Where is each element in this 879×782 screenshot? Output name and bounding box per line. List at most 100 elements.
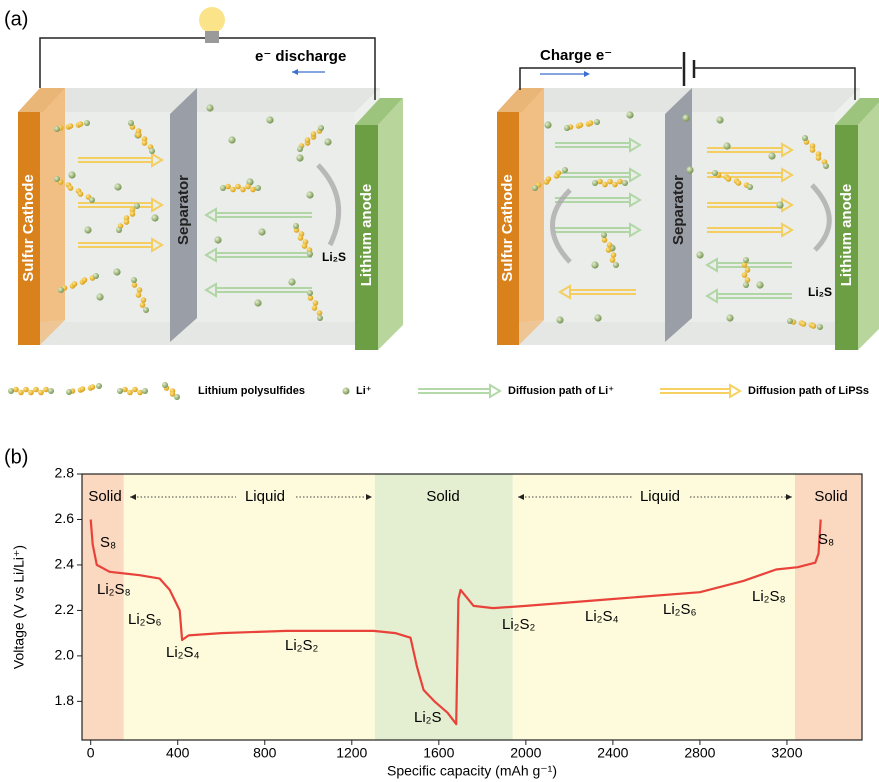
li-end — [318, 125, 324, 131]
species-label: Li₂S₈ — [752, 588, 786, 605]
wire — [520, 68, 682, 90]
charge-label: Charge e⁻ — [540, 47, 612, 64]
li-end — [743, 257, 749, 263]
sulfur-atom — [68, 123, 74, 129]
sulfur-atom — [245, 184, 251, 190]
sulfur-atom — [80, 386, 86, 392]
li-end — [293, 223, 299, 229]
y-axis-label: Voltage (V vs Li/Li⁺) — [11, 545, 27, 669]
figure: (a)Sulfur CathodeSeparatorLithium anodeS… — [0, 0, 879, 782]
sulfur-atom — [23, 387, 29, 393]
li-ion — [288, 278, 295, 285]
legend-label: Li⁺ — [356, 385, 372, 397]
sulfur-atom — [742, 272, 748, 278]
sulfur-atom — [127, 390, 133, 396]
li-end — [562, 167, 568, 173]
li-end — [592, 180, 598, 186]
sulfur-atom — [611, 252, 617, 258]
sulfur-atom — [124, 219, 130, 225]
bulb — [199, 7, 225, 33]
li-ion — [686, 166, 693, 173]
sulfur-atom — [607, 179, 613, 185]
discharge-label: e⁻ discharge — [255, 48, 346, 65]
li-ion — [254, 299, 261, 306]
legend-label: Diffusion path of LiPSs — [748, 385, 869, 397]
product-label: Li₂S — [322, 250, 346, 264]
li-ion — [716, 116, 723, 123]
li-end — [307, 251, 313, 257]
sulfur-atom — [43, 387, 49, 393]
anode-side — [378, 98, 403, 350]
region-label: Solid — [88, 488, 121, 505]
sulfur-atom — [28, 390, 34, 396]
sulfur-atom — [142, 140, 148, 146]
li-end — [601, 232, 607, 238]
li-end — [255, 185, 261, 191]
anode-side — [858, 98, 879, 350]
li-ion — [113, 268, 120, 275]
li-end — [66, 389, 72, 395]
li-end — [802, 135, 808, 141]
li-ion — [266, 116, 273, 123]
li-end — [8, 388, 14, 394]
species-label: S₈ — [818, 531, 834, 548]
arrow-head — [730, 385, 740, 397]
li-end — [96, 383, 102, 389]
li-ion — [556, 316, 563, 323]
li-ion — [723, 142, 730, 149]
li-end — [128, 120, 134, 126]
sulfur-atom — [137, 390, 143, 396]
sulfur-atom — [38, 390, 44, 396]
species-label: S₈ — [100, 534, 116, 551]
polysulfide — [162, 382, 180, 400]
x-axis-label: Specific capacity (mAh g⁻¹) — [387, 763, 557, 779]
sulfur-atom — [225, 184, 231, 190]
li-end — [174, 394, 180, 400]
sulfur-atom — [132, 387, 138, 393]
electron-arrow-head — [584, 71, 590, 77]
species-label: Li₂S₆ — [663, 601, 697, 618]
bulb-base — [205, 31, 219, 43]
li-ion — [84, 226, 91, 233]
panel-label: (b) — [4, 446, 28, 468]
page: (a)Sulfur CathodeSeparatorLithium anodeS… — [0, 0, 879, 782]
sulfur-atom — [607, 242, 613, 248]
li-ion — [206, 104, 213, 111]
species-label: Li₂S₂ — [502, 616, 536, 633]
sulfur-atom — [742, 262, 748, 268]
sulfur-atom — [745, 267, 751, 273]
sulfur-atom — [78, 121, 84, 127]
x-tick-label: 2800 — [684, 745, 715, 761]
sulfur-atom — [305, 137, 311, 143]
sulfur-atom — [136, 292, 142, 298]
phase-region — [124, 474, 375, 740]
sulfur-atom — [312, 305, 318, 311]
sulfur-atom — [68, 185, 74, 191]
sulfur-atom — [298, 235, 304, 241]
sulfur-atom — [317, 310, 323, 316]
li-ion — [96, 293, 103, 300]
lipss-path-arrow — [660, 385, 740, 397]
li-end — [817, 324, 823, 330]
x-tick-label: 2000 — [510, 745, 541, 761]
y-tick-label: 2.2 — [55, 601, 75, 617]
sulfur-atom — [311, 131, 317, 137]
li-end — [149, 148, 155, 154]
li-end — [613, 262, 619, 268]
y-tick-label: 1.8 — [55, 692, 75, 708]
y-tick-label: 2.8 — [55, 465, 75, 481]
li-ion — [726, 314, 733, 321]
li-end — [594, 119, 600, 125]
li-end — [143, 307, 149, 313]
li-end — [823, 163, 829, 169]
legend-label: Lithium polysulfides — [198, 385, 305, 397]
sulfur-atom — [602, 237, 608, 243]
species-label: Li₂S — [414, 709, 442, 726]
sulfur-atom — [240, 187, 246, 193]
sulfur-atom — [140, 302, 146, 308]
li-ion — [768, 152, 775, 159]
li-ion — [114, 183, 121, 190]
species-label: Li₂S₂ — [285, 637, 319, 654]
cathode-side — [519, 88, 544, 345]
sulfur-atom — [141, 297, 147, 303]
